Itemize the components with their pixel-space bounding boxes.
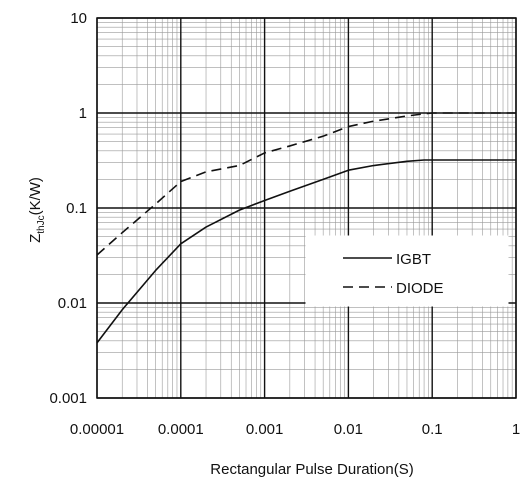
x-tick-label: 1 [512,421,520,438]
x-tick-label: 0.01 [334,421,363,438]
x-axis-title: Rectangular Pulse Duration(S) [210,461,413,478]
legend: IGBT DIODE [305,235,509,307]
plot-frame [96,17,517,399]
y-tick-label: 0.001 [49,390,87,407]
legend-box [305,235,509,307]
x-tick-label: 0.001 [246,421,284,438]
series-line-igbt [96,159,516,344]
series-layer [96,112,516,344]
legend-label-diode: DIODE [396,280,444,297]
y-axis-title-main: Z [27,234,44,243]
y-tick-label: 10 [70,10,87,27]
series-line-diode [96,112,516,256]
x-tick-label: 0.1 [422,421,443,438]
y-tick-label: 0.1 [66,200,87,217]
legend-label-igbt: IGBT [396,251,431,268]
y-axis-title: ZthJc(K/W) [27,177,47,243]
y-axis-title-unit: (K/W) [27,177,44,215]
y-axis-title-subscript: thJc [36,215,47,233]
y-tick-label: 1 [79,105,87,122]
tick-labels: 0.00001 0.0001 0.001 0.01 0.1 1 0.001 0.01 0.1 1 1… [49,10,520,438]
y-tick-label: 0.01 [58,295,87,312]
x-tick-label: 0.0001 [158,421,204,438]
x-tick-label: 0.00001 [70,421,124,438]
